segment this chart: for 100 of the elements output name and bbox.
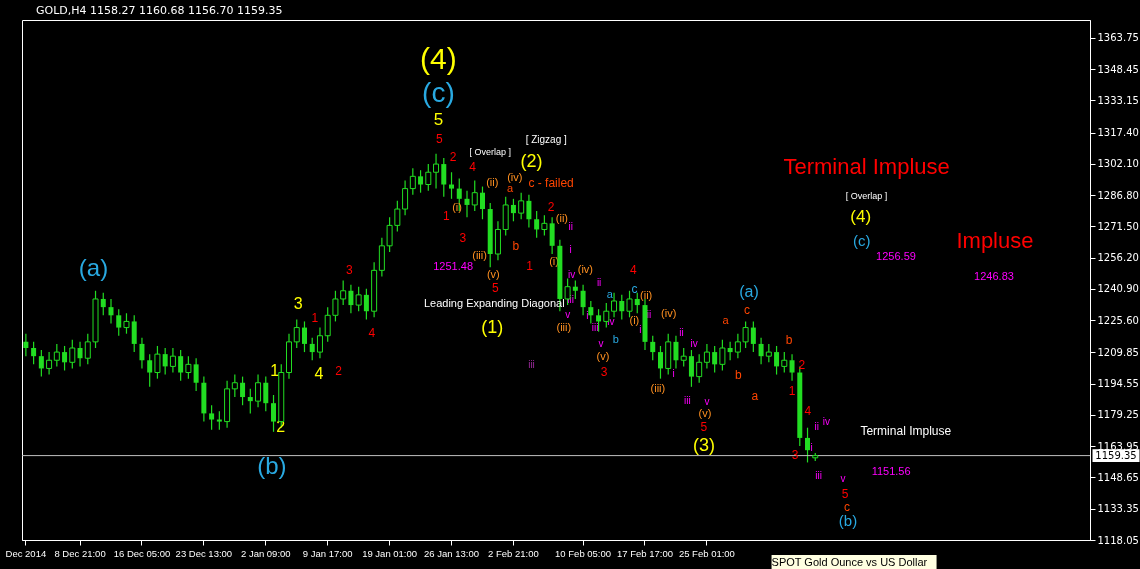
x-tick-label: 26 Jan 13:00 (424, 547, 479, 559)
annotation: v (704, 395, 710, 407)
annotation: 4 (469, 159, 477, 174)
candlestick (131, 314, 137, 353)
candlestick (549, 216, 555, 255)
annotation: (iii) (472, 249, 487, 262)
candlestick (449, 171, 455, 200)
candlestick (209, 404, 215, 431)
candlestick (247, 388, 253, 414)
candlestick (154, 345, 161, 380)
candlestick (123, 312, 130, 335)
y-tick-label: 1209.85 (1097, 346, 1139, 358)
candlestick (596, 308, 602, 333)
y-tick-label: 1363.75 (1097, 32, 1139, 44)
x-tick-label: 23 Dec 13:00 (175, 547, 233, 559)
candlestick (418, 169, 424, 194)
annotation: 5 (700, 420, 708, 435)
annotation: 1151.56 (871, 464, 911, 477)
candlestick (626, 290, 633, 318)
candlestick (309, 337, 315, 361)
annotation: b (512, 238, 520, 253)
annotation: b (785, 332, 793, 347)
annotation: (a) (739, 283, 759, 301)
x-tick-label: 8 Dec 21:00 (54, 547, 106, 559)
annotation: [ Overlap ] (845, 190, 888, 201)
ref-line-label: 1159.35 (1095, 449, 1137, 461)
candlestick (758, 337, 764, 365)
candlestick (580, 284, 586, 316)
y-tick-label: 1286.80 (1097, 189, 1139, 201)
candlestick (38, 349, 44, 378)
annotation: ii (596, 276, 602, 288)
annotation: 2 (449, 149, 457, 164)
y-tick-label: 1302.10 (1097, 158, 1139, 170)
annotation: [ Overlap ] (469, 147, 512, 158)
candlestick (46, 351, 53, 376)
candlestick (805, 427, 811, 464)
annotation: 5 (433, 110, 444, 130)
annotation: b (734, 368, 742, 383)
candlestick (510, 198, 516, 222)
annotation: (2) (520, 150, 543, 171)
x-tick-label: Dec 2014 (5, 547, 47, 559)
annotation: i (810, 442, 813, 454)
annotation: c - failed (528, 176, 574, 191)
candlestick (301, 320, 307, 353)
x-tick-label: 2 Jan 09:00 (240, 547, 291, 559)
annotation: (iii) (556, 321, 572, 334)
annotation: a (506, 182, 514, 195)
y-tick-label: 1118.05 (1097, 534, 1139, 546)
annotation: 3 (345, 262, 353, 277)
candlestick (471, 179, 478, 212)
candlestick (240, 376, 246, 406)
candlestick (479, 185, 485, 220)
candlestick (23, 333, 29, 357)
annotation: ii (679, 326, 684, 338)
y-tick-label: 1163.95 (1097, 440, 1139, 452)
annotation: 1256.59 (876, 249, 916, 262)
y-tick-label: 1194.55 (1097, 378, 1139, 390)
candlestick (433, 153, 440, 190)
annotation: (c) (422, 76, 455, 108)
candlestick (139, 337, 145, 370)
annotation: ii (568, 221, 573, 233)
annotation: 1246.83 (974, 269, 1014, 282)
y-tick-label: 1240.90 (1097, 283, 1139, 295)
candlestick (650, 335, 656, 361)
annotation: iv (822, 415, 831, 427)
annotation: (ii) (640, 289, 653, 302)
annotation: 1 (788, 383, 796, 398)
x-tick-label: 16 Dec 05:00 (113, 547, 171, 559)
annotation: v (598, 338, 604, 350)
candlestick (680, 347, 687, 367)
candlestick (541, 214, 548, 237)
candlestick (750, 320, 756, 353)
annotation: 1 (526, 258, 534, 273)
annotation: Impluse (956, 228, 1034, 254)
annotation: 5 (491, 280, 499, 295)
annotation: c (744, 303, 751, 318)
annotation: ii (646, 308, 652, 320)
candlestick (765, 343, 772, 363)
candlestick (69, 339, 76, 370)
annotation: (iv) (507, 171, 523, 184)
annotation: (3) (692, 435, 715, 456)
annotation: 3 (459, 231, 467, 246)
annotation: i (672, 367, 675, 379)
x-tick-label: 10 Feb 05:00 (555, 547, 612, 559)
annotation: Terminal Impluse (860, 424, 952, 439)
annotation: (i) (629, 313, 640, 326)
annotation: 5 (436, 131, 444, 146)
annotation: (v) (698, 407, 712, 420)
candlestick (293, 318, 300, 349)
annotation: 1 (270, 361, 280, 379)
candlestick (611, 292, 618, 318)
annotation: 4 (630, 263, 638, 278)
annotation: (a) (78, 253, 109, 281)
annotation: 1 (311, 310, 319, 325)
candlestick (712, 345, 718, 374)
candlestick (673, 335, 679, 370)
candlestick (53, 343, 60, 367)
candlestick (603, 302, 610, 329)
y-tick-label: 1317.40 (1097, 127, 1139, 139)
y-tick-label: 1348.45 (1097, 63, 1139, 75)
